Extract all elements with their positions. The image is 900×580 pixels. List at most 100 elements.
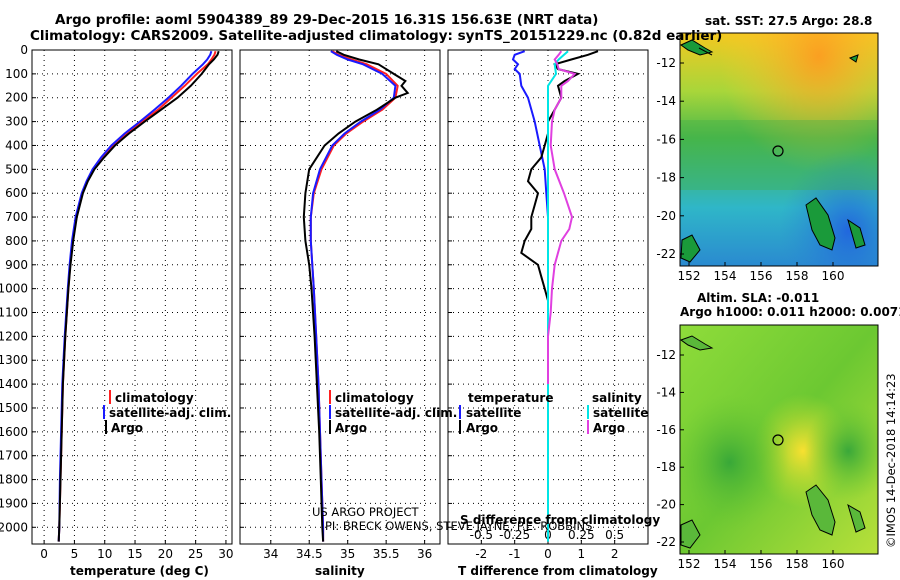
y-tick-label: 400 [5,138,28,152]
sst-map-title: sat. SST: 27.5 Argo: 28.8 [705,14,872,28]
legend-s-satellite-label: satellite [593,406,648,420]
map-lat-tick-label: -20 [656,209,676,223]
y-tick-label: 1100 [0,306,28,320]
map-lon-tick-label: 154 [714,557,737,571]
x-tick-label: 25 [188,547,203,561]
series-satellite-adj-clim- [57,50,213,542]
map-lat-tick-label: -12 [656,348,676,362]
map-lon-tick-label: 156 [750,269,773,283]
y-tick-label: 500 [5,162,28,176]
salinity-xlabel: salinity [315,564,365,578]
sst-map-mid-band [680,120,878,190]
sla-map-title-line2: Argo h1000: 0.011 h2000: 0.0071 [680,305,900,319]
temperature-legend: climatology satellite-adj. clim. Argo [103,390,231,435]
map-lat-tick-label: -14 [656,94,676,108]
y-tick-label: 800 [5,234,28,248]
y-tick-label: 700 [5,210,28,224]
map-lon-tick-label: 160 [822,557,845,571]
map-lat-tick-label: -18 [656,460,676,474]
y-tick-label: 2000 [0,520,28,534]
difference-legend: temperature satellite Argo salinity sate… [459,391,648,435]
map-lat-tick-label: -20 [656,498,676,512]
sla-map-title-line1: Altim. SLA: -0.011 [697,291,819,305]
x-tick-label: 1 [578,547,586,561]
sst-map [679,32,879,267]
series-argo [57,50,220,542]
map-lon-tick-label: 154 [714,269,737,283]
series-satellite-adj-clim- [309,50,397,542]
map-lat-tick-label: -22 [656,535,676,549]
series-argo [302,50,410,542]
legend-salinity-title: salinity [592,391,642,405]
y-tick-label: 1400 [0,377,28,391]
legend-climatology-label: climatology [335,391,414,405]
sst-map-cool-patch [680,33,878,266]
legend-t-argo-label: Argo [466,421,498,435]
difference-xlabel: T difference from climatology [458,564,658,578]
map-lat-tick-label: -16 [656,423,676,437]
map-lon-tick-label: 160 [822,269,845,283]
x2-tick-label: 0.5 [605,528,624,542]
sst-map-float-position [772,145,784,157]
x-tick-label: 15 [127,547,142,561]
map-lon-tick-label: 158 [786,557,809,571]
x-tick-label: 0 [544,547,552,561]
series-s-satellite [547,50,569,542]
x-tick-label: 34 [263,547,278,561]
sst-map-coastline [680,39,866,263]
map-lat-tick-label: -16 [656,132,676,146]
y-tick-label: 900 [5,258,28,272]
map-lon-tick-label: 158 [786,269,809,283]
y-tick-label: 600 [5,186,28,200]
figure-title-line2: Climatology: CARS2009. Satellite-adjuste… [30,28,723,44]
legend-temperature-title: temperature [468,391,553,405]
legend-argo-label: Argo [335,421,367,435]
legend-satellite-label: satellite-adj. clim. [335,406,457,420]
x2-tick-label: -0.25 [499,528,530,542]
project-note-line2: PI: BRECK OWENS, STEVE JAYNE, P.E. ROBBI… [325,519,592,533]
y-tick-label: 1700 [0,449,28,463]
tick-layer: 0 5 10 15 20 25 30 34 34.5 35 35.5 36 -2 -1 0 1 2 -0.5 -0.… [0,43,624,561]
y-tick-label: 0 [20,43,28,57]
grid-layer [32,49,648,544]
x-tick-label: 20 [158,547,173,561]
y-tick-label: 1900 [0,496,28,510]
y-tick-label: 1300 [0,353,28,367]
map-lat-tick-label: -18 [656,171,676,185]
x-tick-label: 0 [40,547,48,561]
y-tick-label: 100 [5,67,28,81]
y-tick-label: 1600 [0,425,28,439]
y-tick-label: 300 [5,115,28,129]
salinity-axes [239,49,441,545]
legend-s-argo-label: Argo [593,421,625,435]
difference-x2label: S difference from climatology [460,513,660,527]
x-tick-label: 5 [71,547,79,561]
x-tick-label: 35 [340,547,355,561]
y-tick-label: 1000 [0,282,28,296]
y-tick-label: 1200 [0,329,28,343]
sla-map-frame [679,324,879,555]
legend-argo-label: Argo [111,421,143,435]
map-lon-tick-label: 152 [678,557,701,571]
map-lat-tick-label: -22 [656,247,676,261]
x-tick-label: 35.5 [373,547,400,561]
x2-tick-label: -0.5 [470,528,493,542]
temperature-xlabel: temperature (deg C) [70,564,209,578]
x2-tick-label: 0.25 [568,528,595,542]
series-climatology [309,50,399,542]
sla-map-float-position [772,434,784,446]
sla-map-dark-patch-2 [680,325,878,554]
map-lat-tick-label: -14 [656,385,676,399]
salinity-legend: climatology satellite-adj. clim. Argo [329,390,457,435]
legend-climatology-label: climatology [115,391,194,405]
x-tick-label: 36 [417,547,432,561]
footer-credit: ©IMOS 14-Dec-2018 14:14:23 [884,373,898,548]
x-tick-label: -2 [475,547,487,561]
figure-title-line1: Argo profile: aoml 5904389_89 29-Dec-201… [55,12,599,28]
x-tick-label: 34.5 [296,547,323,561]
x-tick-label: 2 [611,547,619,561]
map-lon-tick-label: 152 [678,269,701,283]
sla-map [679,324,879,555]
